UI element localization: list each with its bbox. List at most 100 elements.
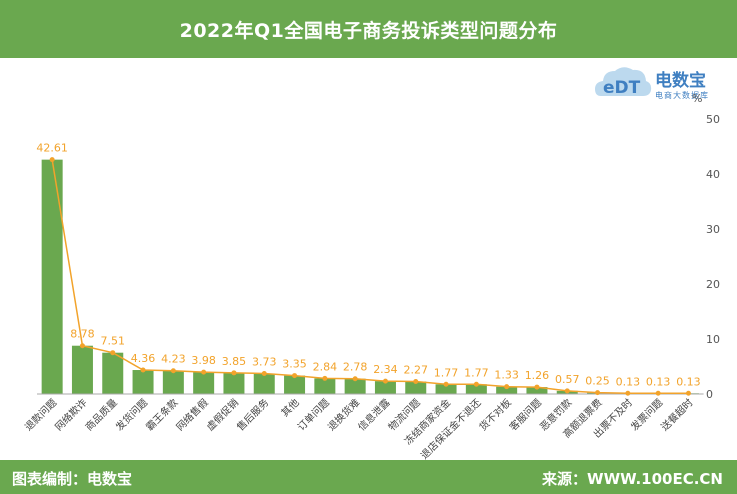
bar-4 <box>162 370 184 394</box>
line-point-17 <box>564 388 570 394</box>
chart-header: 2022年Q1全国电子商务投诉类型问题分布 <box>0 0 737 58</box>
data-label-18: 0.25 <box>585 375 610 388</box>
line-point-16 <box>534 384 540 390</box>
category-label-16: 客服问题 <box>507 396 544 433</box>
category-label-3: 发货问题 <box>113 396 150 433</box>
bar-6 <box>223 372 245 394</box>
data-label-4: 4.23 <box>161 353 186 366</box>
data-label-8: 3.35 <box>282 358 307 371</box>
bar-5 <box>193 372 215 394</box>
line-point-3 <box>140 367 146 373</box>
bar-11 <box>374 381 396 394</box>
category-label-15: 货不对板 <box>476 396 513 433</box>
data-label-7: 3.73 <box>252 355 277 368</box>
line-point-5 <box>201 369 207 375</box>
data-label-6: 3.85 <box>222 355 247 368</box>
data-label-14: 1.77 <box>464 366 489 379</box>
data-label-21: 0.13 <box>676 375 701 388</box>
data-label-16: 1.26 <box>525 369 550 382</box>
data-label-1: 8.78 <box>70 328 95 341</box>
line-point-20 <box>655 390 661 396</box>
category-label-21: 送餐超时 <box>658 396 695 433</box>
data-label-2: 7.51 <box>101 335 126 348</box>
line-point-18 <box>595 390 601 396</box>
line-point-1 <box>79 343 85 349</box>
data-label-20: 0.13 <box>646 375 671 388</box>
bars-group <box>41 159 699 394</box>
trend-line <box>51 159 689 395</box>
logo-subtitle: 电商大数据库 <box>655 91 709 100</box>
bar-16 <box>526 387 548 394</box>
data-label-9: 2.84 <box>313 360 338 373</box>
y-tick-3: 30 <box>706 223 720 236</box>
bar-3 <box>132 370 154 394</box>
bar-2 <box>102 352 124 394</box>
data-label-0: 42.61 <box>36 142 68 155</box>
category-label-1: 网络欺诈 <box>52 396 89 433</box>
brand-logo: eDT 电数宝 电商大数据库 <box>593 60 733 106</box>
category-label-0: 退款问题 <box>22 396 59 433</box>
data-label-17: 0.57 <box>555 373 580 386</box>
cloud-logo-icon: eDT <box>595 67 652 98</box>
y-axis-ticks-group: 0 10 20 30 40 50 <box>706 113 720 401</box>
category-label-10: 退换货难 <box>325 396 362 433</box>
category-label-11: 信息泄露 <box>355 396 392 433</box>
data-labels-group: 42.61 8.78 7.51 4.36 4.23 3.98 3.85 3.73 3.35 2.8… <box>36 142 700 389</box>
data-label-15: 1.33 <box>494 369 519 382</box>
category-label-20: 发票问题 <box>628 396 665 433</box>
bar-0 <box>41 159 63 394</box>
chart-title: 2022年Q1全国电子商务投诉类型问题分布 <box>179 19 558 42</box>
bar-9 <box>314 378 336 394</box>
line-point-12 <box>413 379 419 385</box>
category-label-5: 网络售假 <box>173 396 210 433</box>
y-tick-5: 50 <box>706 113 720 126</box>
category-label-8: 其他 <box>278 396 301 419</box>
data-label-10: 2.78 <box>343 361 368 374</box>
data-label-12: 2.27 <box>404 364 429 377</box>
line-point-4 <box>170 368 176 374</box>
category-label-9: 订单问题 <box>294 396 331 433</box>
bar-15 <box>496 386 518 394</box>
bar-14 <box>465 384 487 394</box>
logo-mark-text: eDT <box>603 78 641 98</box>
chart-footer: 图表编制：电数宝 来源：WWW.100EC.CN <box>0 460 737 494</box>
y-tick-4: 40 <box>706 168 720 181</box>
data-label-13: 1.77 <box>434 366 459 379</box>
category-label-4: 霸王条款 <box>143 396 180 433</box>
data-label-11: 2.34 <box>373 363 398 376</box>
logo-brand: 电数宝 <box>655 71 706 91</box>
bar-10 <box>344 378 366 394</box>
line-point-21 <box>685 390 691 396</box>
category-label-2: 商品质量 <box>82 396 119 433</box>
line-point-15 <box>504 384 510 390</box>
bar-12 <box>405 381 427 394</box>
line-point-9 <box>322 375 328 381</box>
line-point-19 <box>625 390 631 396</box>
category-label-7: 售后服务 <box>234 396 271 433</box>
data-label-5: 3.98 <box>191 354 216 367</box>
line-point-11 <box>382 378 388 384</box>
line-point-14 <box>473 381 479 387</box>
y-tick-1: 10 <box>706 333 720 346</box>
line-point-8 <box>292 373 298 379</box>
bar-8 <box>284 375 306 394</box>
y-tick-2: 20 <box>706 278 720 291</box>
category-label-6: 虚假促销 <box>204 396 241 433</box>
footer-credit: 图表编制：电数宝 <box>12 470 133 488</box>
y-axis-unit: % <box>692 92 702 105</box>
bar-7 <box>253 373 275 394</box>
line-point-10 <box>352 376 358 382</box>
y-tick-0: 0 <box>706 388 713 401</box>
data-label-3: 4.36 <box>131 352 156 365</box>
chart-area: 42.61 8.78 7.51 4.36 4.23 3.98 3.85 3.73 3.35 2.8… <box>22 92 720 460</box>
bar-1 <box>71 345 93 394</box>
line-point-0 <box>49 157 55 163</box>
line-point-2 <box>110 350 116 356</box>
footer-source: 来源：WWW.100EC.CN <box>542 470 723 488</box>
line-points-group <box>49 157 691 396</box>
data-label-19: 0.13 <box>616 375 641 388</box>
line-point-13 <box>443 381 449 387</box>
line-point-7 <box>261 370 267 376</box>
line-point-6 <box>231 370 237 376</box>
